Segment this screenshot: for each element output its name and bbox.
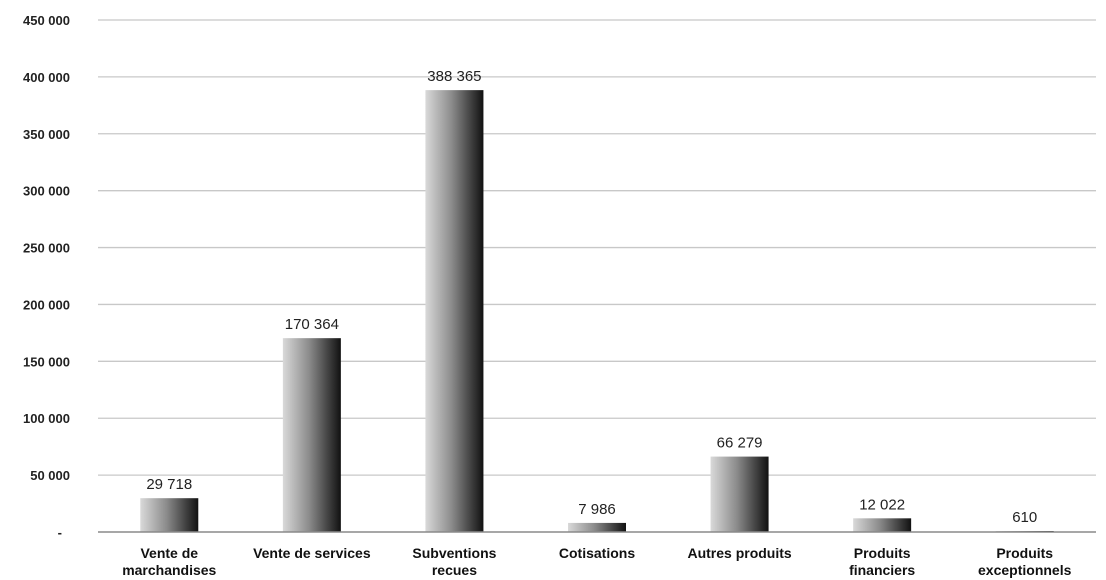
x-tick-label: marchandises: [122, 562, 216, 578]
bar: [853, 518, 912, 532]
x-tick-label: financiers: [849, 562, 915, 578]
x-tick-label: Produits: [996, 545, 1053, 561]
bar: [568, 522, 626, 532]
y-tick-label: 450 000: [23, 13, 70, 28]
y-tick-label: -: [58, 525, 62, 540]
x-tick-label: exceptionnels: [978, 562, 1072, 578]
data-label: 29 718: [146, 476, 192, 493]
y-axis-ticks: - 50 000 100 000 150 000 200 000 250 000 300 0…: [23, 13, 70, 540]
y-tick-label: 300 000: [23, 184, 70, 199]
x-tick-label: Autres produits: [687, 545, 791, 561]
bar: [282, 338, 341, 532]
grid-lines: [98, 19, 1096, 476]
x-tick-label: Vente de: [140, 545, 198, 561]
bar: [425, 90, 484, 533]
x-tick-label: recues: [432, 562, 477, 578]
y-tick-label: 250 000: [23, 241, 70, 256]
data-label: 388 365: [427, 68, 481, 85]
data-label: 12 022: [859, 496, 905, 513]
x-tick-label: Subventions: [412, 545, 496, 561]
bars: [140, 90, 1054, 533]
x-tick-label: Vente de services: [253, 545, 371, 561]
y-tick-label: 100 000: [23, 411, 70, 426]
x-tick-label: Produits: [854, 545, 911, 561]
data-label: 170 364: [285, 316, 339, 333]
y-tick-label: 200 000: [23, 297, 70, 312]
x-tick-label: Cotisations: [559, 545, 635, 561]
y-tick-label: 150 000: [23, 354, 70, 369]
y-tick-label: 350 000: [23, 127, 70, 142]
bar: [140, 498, 199, 532]
data-label: 66 279: [717, 435, 763, 452]
data-labels: 29 718 170 364 388 365 7 986 66 279 12 022 610: [146, 68, 1037, 526]
y-tick-label: 50 000: [30, 468, 70, 483]
data-label: 610: [1012, 509, 1037, 526]
bar: [710, 456, 769, 532]
y-tick-label: 400 000: [23, 70, 70, 85]
data-label: 7 986: [578, 501, 616, 518]
